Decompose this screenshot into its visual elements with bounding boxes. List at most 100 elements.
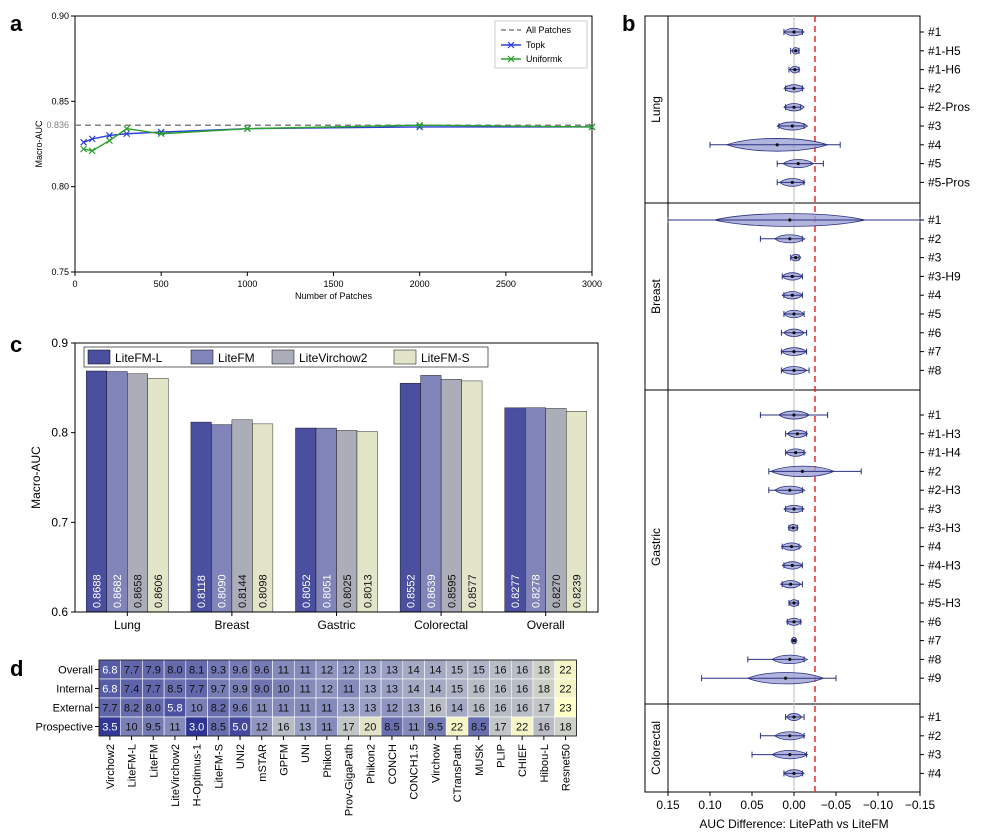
row-label: External [53,703,93,715]
panel-b-letter: b [622,11,635,36]
heatmap-cell-value: 16 [473,684,485,696]
violin-mean-dot [794,451,798,455]
heatmap-cell-value: 16 [494,703,506,715]
violin-mean-dot [789,545,794,549]
heatmap-cell-value: 10 [125,722,137,734]
heatmap-cell-value: 14 [451,703,463,715]
row-label: #8 [928,363,942,377]
heatmap-cell-value: 16 [494,665,506,677]
legend-swatch-marker [507,55,515,63]
heatmap-cell-value: 12 [321,684,333,696]
x-tick-label: −0.10 [863,798,894,812]
bar-value-label: 0.8639 [426,574,438,608]
heatmap-cell-value: 7.4 [124,684,139,696]
heatmap-cell-value: 7.7 [146,684,161,696]
heatmap-cell-value: 11 [278,703,289,715]
legend-label: LiteFM-S [421,351,470,365]
row-label: #1-H5 [928,44,961,58]
heatmap-cell-value: 13 [408,703,420,715]
heatmap-cell-value: 8.2 [124,703,139,715]
heatmap-cell-value: 13 [364,703,376,715]
x-tick-label: 2500 [496,279,516,289]
heatmap-cell-value: 11 [256,703,267,715]
heatmap-cell-value: 7.7 [189,684,204,696]
column-label: CHIEF [517,744,529,777]
reference-value-label: 0.836 [46,120,69,130]
heatmap-cell-value: 16 [516,703,528,715]
violin-mean-dot [790,180,794,184]
heatmap-cell-value: 3.0 [189,722,204,734]
legend-swatch [190,349,214,365]
row-label: #7 [928,634,942,648]
violin-mean-dot [792,771,796,776]
x-tick-label: 0.15 [656,798,680,812]
heatmap-cell-value: 13 [364,665,376,677]
row-label: #9 [928,671,942,685]
row-label: Internal [56,684,93,696]
violin-mean-dot [792,30,796,34]
group-label: Breast [649,278,663,313]
violin-mean-dot [793,68,797,72]
row-label: #1 [928,408,942,422]
row-label: #2 [928,81,942,95]
legend-swatch-marker [507,41,515,49]
row-label: #4 [928,540,942,554]
heatmap-cell-value: 17 [538,703,550,715]
violin-mean-dot [790,563,794,568]
row-label: Prospective [36,722,93,734]
y-tick-label: 0.85 [51,96,69,106]
x-tick-label: 0.05 [740,798,764,812]
heatmap-cell-value: 18 [538,684,550,696]
violin-mean-dot [796,162,800,166]
row-label: #3-H3 [928,521,961,535]
bar-value-label: 0.8682 [112,574,124,608]
y-tick-label: 0.75 [51,267,69,277]
heatmap-cell-value: 16 [516,684,528,696]
legend-label: Uniformk [526,54,563,64]
x-axis-label: AUC Difference: LitePath vs LiteFM [699,817,888,831]
violin-mean-dot [792,601,796,605]
heatmap-cell-value: 8.5 [167,684,182,696]
row-label: #2-Pros [928,100,970,114]
heatmap-cell-value: 15 [473,665,485,677]
row-label: #1-H4 [928,446,961,460]
bar-value-label: 0.8052 [301,574,313,608]
bar-value-label: 0.8013 [362,574,374,608]
series-line-uniformk [83,124,593,152]
heatmap-cell-value: 17 [342,722,354,734]
column-label: Prov-GigaPath [344,744,356,816]
heatmap-cell-value: 8.2 [211,703,226,715]
bar-value-label: 0.8552 [405,574,417,608]
data-point-marker [80,138,88,146]
x-tick-label: Overall [527,618,565,632]
violin-mean-dot [789,582,793,586]
column-label: UNI2 [235,744,247,769]
heatmap-cell-value: 16 [538,722,550,734]
x-tick-label: 0.10 [698,798,722,812]
legend-swatch [393,349,417,365]
x-tick-label: −0.05 [821,798,852,812]
column-label: GPFM [278,744,290,776]
heatmap-cell-value: 14 [408,665,420,677]
legend-label: LiteFM [218,351,255,365]
heatmap-cell-value: 12 [386,703,398,715]
panel-a-letter: a [10,11,23,36]
row-label: Overall [58,665,93,677]
column-label: LiteFM [148,744,160,778]
group-label: Colorectal [649,721,663,775]
heatmap-cell-value: 22 [516,722,528,734]
x-tick-label: Colorectal [414,618,468,632]
column-label: CTransPath [452,744,464,802]
row-label: #3 [928,119,942,133]
row-label: #1 [928,213,942,227]
heatmap-cell-value: 22 [451,722,463,734]
heatmap-cell-value: 11 [299,684,310,696]
legend-swatch [271,349,295,365]
row-label: #1-H3 [928,427,961,441]
row-label: #5-H3 [928,596,961,610]
heatmap-cell-value: 9.9 [232,684,247,696]
heatmap-cell-value: 7.7 [124,665,139,677]
column-label: Phikon2 [365,744,377,784]
legend-label: Topk [526,40,546,50]
row-label: #4 [928,138,942,152]
